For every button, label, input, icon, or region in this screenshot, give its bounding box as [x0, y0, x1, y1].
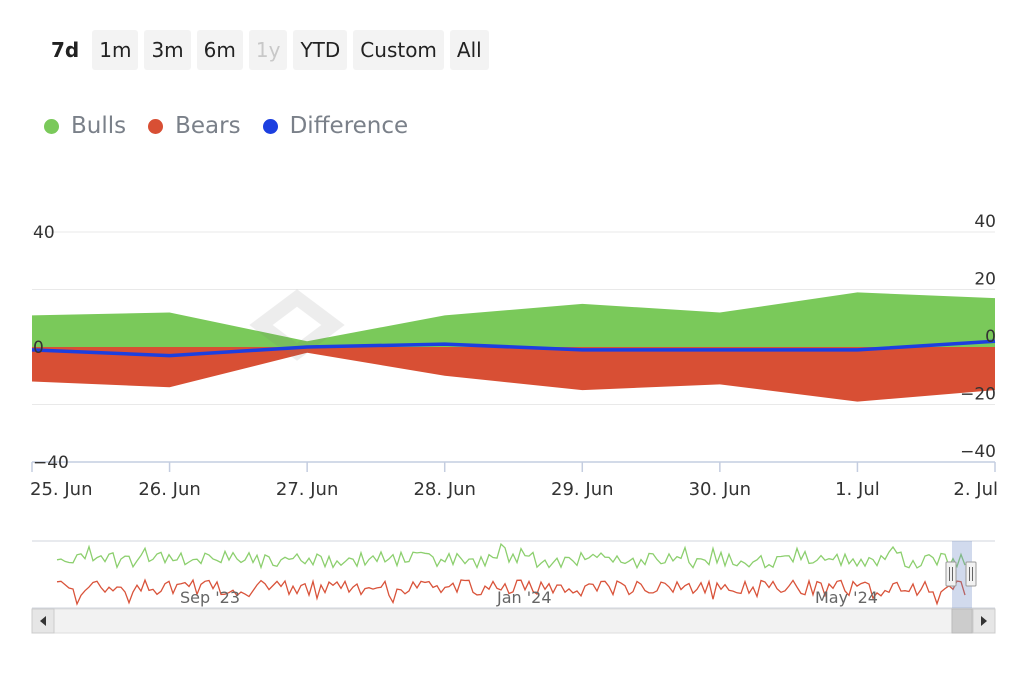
watermark-logo: [249, 289, 345, 361]
range-button-ytd[interactable]: YTD: [293, 30, 348, 70]
series-line-difference: [31, 339, 996, 358]
legend-marker-icon: [262, 118, 278, 134]
navigator-date-label: Sep '23: [180, 588, 240, 607]
legend-label: Bears: [175, 113, 241, 139]
left-axis-tick-label: 0: [33, 338, 44, 358]
legend-item-bears[interactable]: Bears: [148, 113, 241, 139]
range-button-all[interactable]: All: [449, 30, 489, 70]
x-tick-label: 25. Jun: [30, 479, 92, 500]
x-tick-label: 30. Jun: [689, 479, 751, 500]
navigator-right-handle[interactable]: [965, 561, 977, 587]
scroll-left-arrow-icon: [40, 616, 46, 626]
legend-label: Difference: [289, 113, 409, 139]
range-button-3m[interactable]: 3m: [144, 30, 191, 70]
series-area-bears: [32, 347, 995, 402]
legend-label: Bulls: [71, 113, 127, 139]
right-axis-tick-label: −40: [960, 442, 996, 462]
x-tick-label: 2. Jul: [953, 479, 998, 500]
navigator-left-handle[interactable]: [945, 561, 957, 587]
navigator-series-bears: [56, 578, 966, 606]
navigator-selected-range[interactable]: [952, 541, 972, 608]
x-tick-label: 26. Jun: [138, 479, 200, 500]
scrollbar-thumb[interactable]: [951, 608, 973, 634]
x-tick-label: 1. Jul: [835, 479, 880, 500]
handle-body: [945, 561, 957, 587]
right-axis-tick-label: 40: [974, 212, 996, 232]
scroll-right-arrow-icon: [981, 616, 987, 626]
x-tick-label: 28. Jun: [413, 479, 475, 500]
range-button-custom[interactable]: Custom: [353, 30, 444, 70]
legend-marker-icon: [148, 118, 164, 134]
range-button-7d[interactable]: 7d: [44, 30, 87, 70]
navigator-date-label: Jan '24: [496, 588, 552, 607]
left-axis-tick-label: 40: [33, 223, 55, 243]
navigator-date-label: May '24: [815, 588, 878, 607]
right-axis-tick-label: −20: [960, 385, 996, 405]
legend: Bulls Bears Difference: [44, 108, 408, 144]
scrollbar-track[interactable]: [31, 608, 996, 634]
left-axis-tick-label: −40: [33, 453, 69, 473]
handle-body: [965, 561, 977, 587]
legend-item-difference[interactable]: Difference: [262, 113, 409, 139]
legend-marker-icon: [44, 118, 59, 134]
right-axis-tick-label: 0: [985, 327, 996, 347]
range-button-6m[interactable]: 6m: [196, 30, 243, 70]
legend-item-bulls[interactable]: Bulls: [44, 113, 126, 139]
range-button-1y: 1y: [248, 30, 288, 70]
right-axis-tick-label: 20: [974, 270, 996, 290]
x-tick-label: 29. Jun: [551, 479, 613, 500]
x-tick-label: 27. Jun: [276, 479, 338, 500]
series-area-bulls: [32, 292, 995, 347]
range-button-1m[interactable]: 1m: [92, 30, 139, 70]
navigator-series-bulls: [56, 542, 966, 570]
range-selector: 7d 1m 3m 6m 1y YTD Custom All: [44, 30, 489, 72]
